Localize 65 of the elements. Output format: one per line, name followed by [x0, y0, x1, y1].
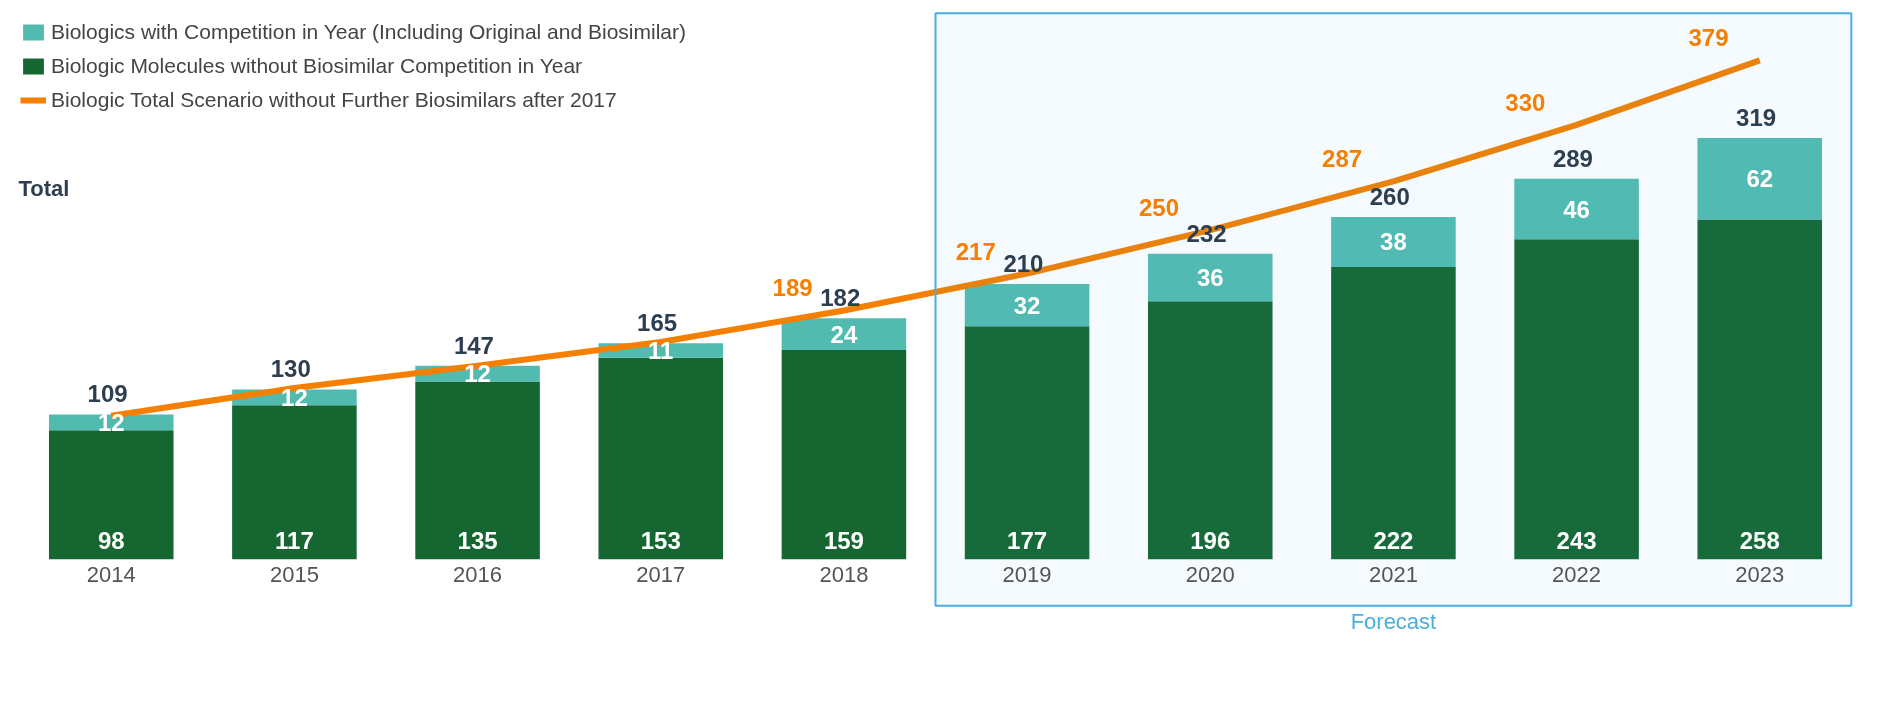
bar — [1331, 216, 1456, 267]
data-label: 379 — [1688, 24, 1729, 52]
bar — [964, 284, 1090, 327]
bar — [1147, 253, 1273, 302]
total-label: 289 — [1552, 144, 1593, 172]
data-label: 62 — [1746, 165, 1774, 193]
data-label: 46 — [1563, 195, 1590, 223]
data-label: 196 — [1190, 526, 1231, 554]
data-label: 11 — [648, 337, 674, 365]
data-label: 135 — [457, 526, 498, 554]
data-label: 32 — [1013, 291, 1041, 319]
data-label: 287 — [1322, 145, 1363, 173]
bar — [1331, 267, 1456, 560]
x-tick-label: 2017 — [636, 562, 686, 588]
data-label: 153 — [640, 526, 681, 554]
total-label: 210 — [1003, 250, 1044, 278]
x-tick-label: 2014 — [86, 562, 136, 588]
data-label: 177 — [1007, 526, 1048, 554]
bar — [415, 381, 540, 560]
x-tick-label: 2015 — [269, 562, 319, 588]
legend-label: Biologic Total Scenario without Further Biosimilars after 2017 — [51, 88, 617, 112]
x-tick-label: 2019 — [1002, 562, 1052, 588]
bar — [781, 318, 907, 350]
legend-label: Biologics with Competition in Year (Including Original and Biosimilar) — [51, 20, 686, 44]
band-label: Forecast — [1350, 608, 1437, 634]
data-label: 98 — [97, 526, 125, 554]
bar — [1697, 219, 1823, 560]
annotation: Total — [18, 175, 70, 201]
x-tick-label: 2023 — [1735, 562, 1785, 588]
total-label: 109 — [87, 380, 128, 408]
total-label: 319 — [1736, 104, 1777, 132]
total-label: 260 — [1369, 182, 1410, 210]
data-label: 243 — [1556, 526, 1597, 554]
legend-label: Biologic Molecules without Biosimilar Competition in Year — [51, 54, 583, 78]
x-tick-label: 2020 — [1185, 562, 1235, 588]
x-tick-label: 2018 — [819, 562, 869, 588]
data-label: 217 — [955, 237, 996, 265]
data-label: 24 — [830, 320, 858, 348]
data-label: 222 — [1373, 526, 1414, 554]
total-label: 130 — [270, 355, 311, 383]
data-label: 12 — [281, 383, 308, 411]
data-label: 159 — [823, 526, 864, 554]
data-label: 38 — [1380, 228, 1407, 256]
bar — [598, 357, 724, 560]
data-label: 117 — [275, 526, 314, 554]
bar — [1514, 239, 1639, 560]
data-label: 36 — [1196, 264, 1224, 292]
bar — [1514, 178, 1639, 240]
bar — [964, 326, 1090, 560]
data-label: 250 — [1138, 194, 1179, 222]
x-tick-label: 2021 — [1368, 562, 1418, 588]
data-label: 12 — [97, 408, 125, 436]
total-label: 182 — [820, 284, 861, 312]
bar — [232, 405, 357, 560]
total-label: 147 — [453, 331, 494, 359]
data-label: 258 — [1739, 526, 1780, 554]
x-tick-label: 2022 — [1552, 562, 1602, 588]
bar — [1697, 138, 1823, 220]
bar — [48, 430, 174, 560]
data-label: 189 — [772, 274, 813, 302]
bar — [781, 349, 907, 560]
total-label: 165 — [637, 309, 678, 337]
x-tick-label: 2016 — [453, 562, 503, 588]
data-label: 330 — [1505, 88, 1546, 116]
bar — [1147, 301, 1273, 560]
